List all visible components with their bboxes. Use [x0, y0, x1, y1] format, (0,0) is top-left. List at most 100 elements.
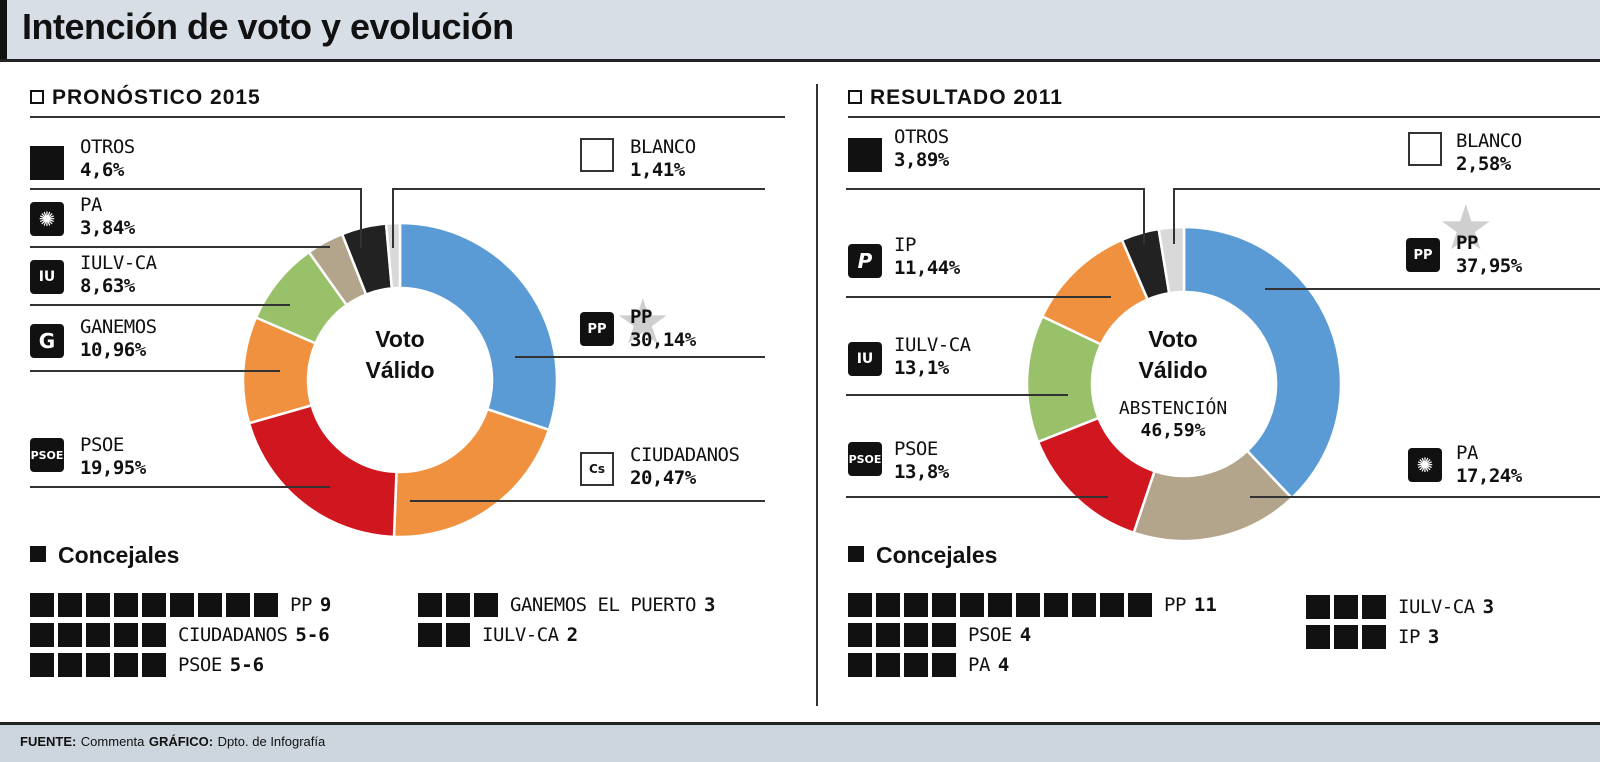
center-line-2: Válido	[1138, 357, 1208, 383]
leader-line	[1173, 188, 1175, 244]
leader-line	[846, 296, 1111, 298]
pp-icon: PP	[1406, 238, 1440, 272]
seat-block	[904, 593, 928, 617]
label-pct: 17,24%	[1456, 465, 1522, 487]
concejales-count: 3	[1482, 596, 1495, 618]
leader-line	[515, 356, 765, 358]
seat-block	[960, 593, 984, 617]
label-ciudadanos: CIUDADANOS 20,47%	[630, 444, 740, 490]
donut-center-label: Voto Válido	[300, 324, 500, 386]
concejales-title: Concejales	[30, 542, 179, 569]
concejales-row-ciudadanos: CIUDADANOS 5-6	[30, 622, 330, 648]
leader-line	[846, 394, 1068, 396]
concejales-title-text: Concejales	[58, 542, 180, 568]
psoe-icon: PSOE	[30, 438, 64, 472]
panel-title: PRONÓSTICO 2015	[30, 86, 261, 110]
concejales-party: PSOE	[968, 624, 1012, 646]
label-pp: PP 30,14%	[630, 306, 696, 352]
concejales-party: IULV-CA	[482, 624, 559, 646]
seat-block	[142, 593, 166, 617]
label-name: BLANCO	[630, 136, 696, 158]
label-pct: 3,89%	[894, 149, 949, 171]
leader-line	[846, 188, 1143, 190]
label-pct: 19,95%	[80, 457, 146, 479]
concejales-party: PP	[1164, 594, 1186, 616]
label-blanco: BLANCO 2,58%	[1456, 130, 1522, 176]
leader-line	[392, 188, 394, 248]
seat-block	[1334, 625, 1358, 649]
seat-block	[114, 653, 138, 677]
label-pct: 13,8%	[894, 461, 949, 483]
label-pct: 37,95%	[1456, 255, 1522, 277]
psoe-icon: PSOE	[848, 442, 882, 476]
seat-block	[904, 653, 928, 677]
pa-icon: ✺	[30, 202, 64, 236]
panel-title: RESULTADO 2011	[848, 86, 1063, 110]
label-pct: 20,47%	[630, 467, 696, 489]
concejales-count: 4	[997, 654, 1010, 676]
concejales-title: Concejales	[848, 542, 997, 569]
concejales-row-pp: PP 9	[30, 592, 331, 618]
leader-line	[1250, 496, 1600, 498]
seat-block	[848, 653, 872, 677]
label-name: PA	[1456, 442, 1478, 464]
leader-line	[392, 188, 765, 190]
pa-icon: ✺	[1408, 448, 1442, 482]
panel-divider	[816, 84, 818, 706]
fuente-value: Commenta	[80, 734, 145, 749]
abstencion-text: ABSTENCIÓN	[1118, 398, 1228, 419]
seat-block	[932, 623, 956, 647]
center-line-1: Voto	[375, 326, 425, 352]
seat-block	[1306, 625, 1330, 649]
concejales-party: PSOE	[178, 654, 222, 676]
label-pa: PA 3,84%	[80, 194, 135, 240]
seat-block	[30, 653, 54, 677]
page-title: Intención de voto y evolución	[22, 6, 514, 47]
seat-block	[58, 653, 82, 677]
concejales-party: PA	[968, 654, 990, 676]
label-pct: 3,84%	[80, 217, 135, 239]
slice-psoe	[247, 403, 398, 539]
abstencion-value: 46,59%	[1140, 420, 1206, 441]
seat-block	[446, 593, 470, 617]
square-icon	[848, 546, 864, 562]
label-name: IP	[894, 234, 916, 256]
grafico-label: GRÁFICO:	[148, 734, 214, 749]
seat-block	[876, 623, 900, 647]
label-pa: PA 17,24%	[1456, 442, 1522, 488]
seat-block	[1306, 595, 1330, 619]
seat-block	[226, 593, 250, 617]
seat-block	[1362, 595, 1386, 619]
ip-icon: P	[848, 244, 882, 278]
slice-pp	[398, 221, 559, 432]
seat-block	[932, 653, 956, 677]
panel-pronostico-2015: PRONÓSTICO 2015 Voto Válido OTROS 4,6% ✺ …	[30, 80, 785, 710]
seat-block	[58, 623, 82, 647]
concejales-count: 2	[566, 624, 579, 646]
label-pct: 10,96%	[80, 339, 146, 361]
center-line-1: Voto	[1148, 326, 1198, 352]
leader-line	[30, 486, 330, 488]
label-name: OTROS	[80, 136, 135, 158]
label-name: IULV-CA	[894, 334, 971, 356]
label-name: PP	[630, 306, 652, 328]
concejales-row-iulv-ca: IULV-CA 2	[418, 622, 578, 648]
leader-line	[846, 496, 1108, 498]
panel-resultado-2011: RESULTADO 2011 Voto Válido ABSTENCIÓN 46…	[848, 80, 1600, 710]
label-otros: OTROS 3,89%	[894, 126, 949, 172]
header-bar: Intención de voto y evolución	[0, 0, 1600, 62]
concejales-party: CIUDADANOS	[178, 624, 288, 646]
panel-title-text: PRONÓSTICO 2015	[52, 86, 261, 109]
seat-block	[904, 623, 928, 647]
iulv-icon: IU	[848, 342, 882, 376]
seat-block	[1044, 593, 1068, 617]
label-name: PA	[80, 194, 102, 216]
seat-block	[30, 623, 54, 647]
concejales-title-text: Concejales	[876, 542, 998, 568]
concejales-row-iulv-ca: IULV-CA 3	[1306, 594, 1494, 620]
leader-line	[1143, 188, 1145, 244]
seat-block	[932, 593, 956, 617]
seat-block	[988, 593, 1012, 617]
empty-square-icon	[580, 138, 614, 172]
leader-line	[410, 500, 765, 502]
